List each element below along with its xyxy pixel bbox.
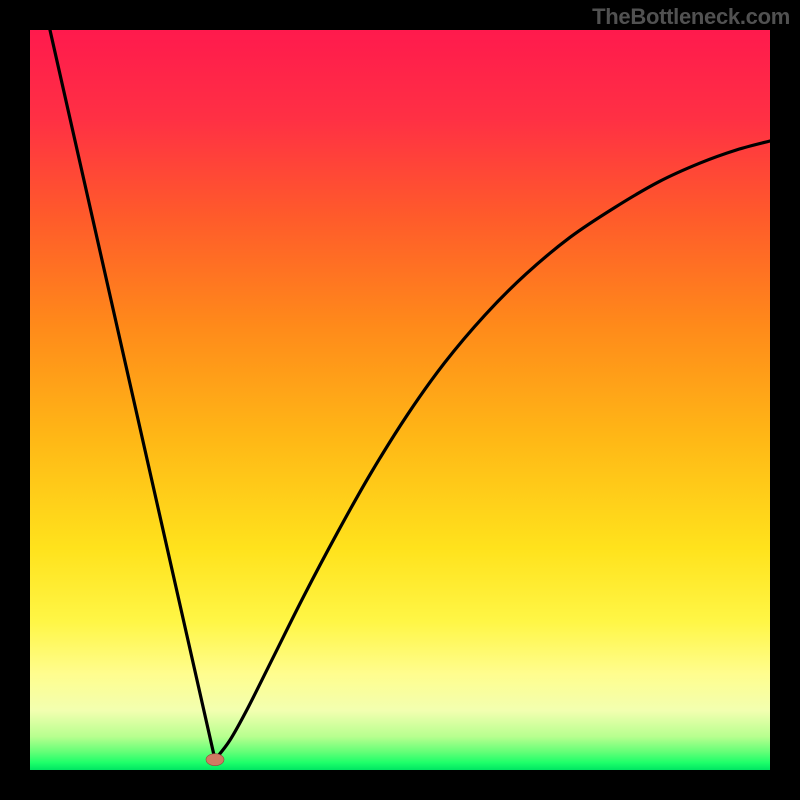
chart-container: TheBottleneck.com [0,0,800,800]
plot-svg [30,30,770,770]
plot-area [30,30,770,770]
watermark-text: TheBottleneck.com [592,4,790,30]
min-marker [206,754,224,766]
plot-background [30,30,770,770]
